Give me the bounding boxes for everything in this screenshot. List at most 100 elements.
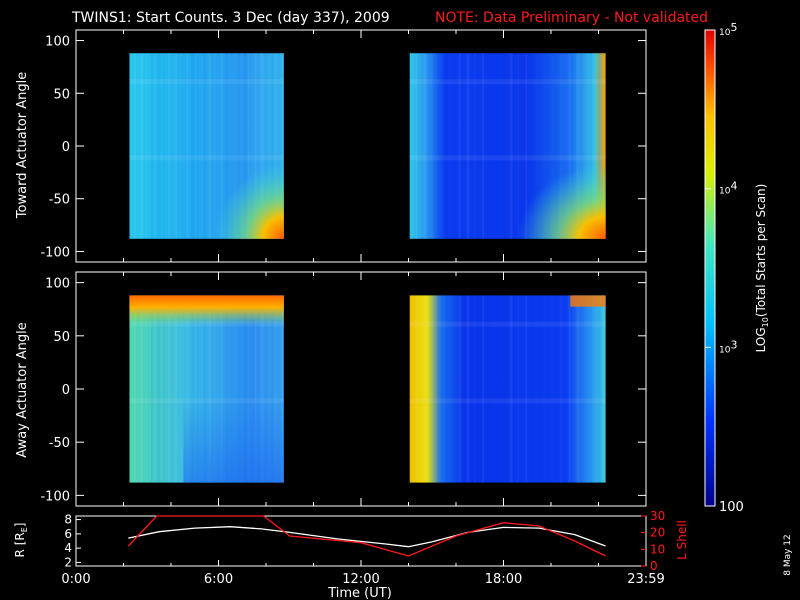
heatmap-streak [129,295,131,483]
colorbar-label: LOG10(Total Starts per Scan) [754,184,770,353]
heatmap-streak [466,53,470,239]
y-tick-label: 50 [53,87,70,102]
heatmap-streak [191,53,195,239]
heatmap-streak [560,53,562,239]
heatmap-streak [134,53,137,239]
heatmap-streak [260,295,264,483]
heatmap-streak [488,295,492,483]
heatmap-hot-region [129,295,284,326]
orbit-left-tick-label: 8 [64,513,72,527]
heatmap-streak [415,295,418,483]
orbit-right-tick-label: 10 [650,542,665,556]
l-shell-line [127,515,606,557]
heatmap-streak [423,295,427,483]
heatmap-hot-region [517,164,606,239]
heatmap-streak [146,295,148,483]
heatmap-streak [282,53,284,239]
heatmap-block [129,295,284,483]
colorbar-tick-exp: 4 [730,180,737,193]
x-tick-labels: 0:00 6:00 12:00 18:00 23:59 [61,572,664,587]
heatmap-streak [248,295,250,483]
heatmap-streak [576,53,580,239]
orbit-ylabel-left-sub: E [20,527,29,532]
orbit-right-tick-label: 30 [650,509,665,523]
heatmap-streak [582,295,584,483]
colorbar-tick-base: 10 [719,187,731,197]
heatmap-streak [134,295,137,483]
y-tick-label: 0 [62,140,70,155]
y-tick-label: 100 [45,277,70,292]
orbit-right-tick-label: 0 [650,559,658,573]
heatmap-streak [546,295,549,483]
toward-ylabel: Toward Actuator Angle [15,72,30,219]
heatmap-streak [271,295,274,483]
heatmap-streak [197,53,199,239]
colorbar-tick-exp: 3 [730,338,737,351]
heatmap-streak [277,295,281,483]
heatmap-streak [225,295,229,483]
heatmap-streak [452,295,454,483]
heatmap-streak [140,295,144,483]
heatmap-streak [186,53,189,239]
heatmap-streak [231,53,233,239]
colorbar-gradient [704,29,716,507]
away-heatmap-panel: 100 50 0 -50 -100 [40,271,647,507]
heatmap-streak [237,295,240,483]
colorbar-tick-base: 10 [719,28,731,38]
r-distance-line [128,526,606,548]
heatmap-streak [603,53,605,239]
heatmap-streak [243,53,247,239]
colorbar-label-main: LOG [754,327,768,352]
heatmap-streak [597,53,601,239]
y-tick-label: 0 [62,383,70,398]
orbit-ylabel-left-main: R [R [13,532,27,557]
y-tick-label: -100 [40,489,70,504]
heatmap-streak [503,53,506,239]
heatmap-streak [248,53,250,239]
heatmap-streak [409,53,411,239]
x-tick-label: 23:59 [627,572,664,587]
heatmap-streak [208,295,212,483]
heatmap-band [129,155,284,161]
heatmap-streak [214,53,216,239]
x-tick-label: 12:00 [342,572,379,587]
heatmap-streak [146,53,148,239]
heatmap-streak [231,295,233,483]
heatmap-streak [415,53,418,239]
heatmap-block [409,53,606,239]
heatmap-streak [254,53,257,239]
heatmap-streak [151,295,154,483]
heatmap-streak [157,53,161,239]
heatmap-streak [482,53,485,239]
heatmap-band [129,79,284,85]
heatmap-streak [546,53,549,239]
heatmap-streak [265,53,267,239]
heatmap-streak [174,295,178,483]
away-ylabel: Away Actuator Angle [15,322,30,457]
heatmap-streak [180,295,182,483]
heatmap-streak [525,295,528,483]
heatmap-block [409,295,606,483]
heatmap-streak [437,53,440,239]
heatmap-band [409,321,606,327]
heatmap-streak [444,295,448,483]
orbit-ylabel-left-end: ] [13,523,27,528]
heatmap-streak [582,53,584,239]
heatmap-streak [271,53,274,239]
y-tick-label: 50 [53,330,70,345]
heatmap-streak [482,295,485,483]
heatmap-streak [437,295,440,483]
heatmap-streak [208,53,212,239]
heatmap-streak [225,53,229,239]
heatmap-streak [197,295,199,483]
colorbar-tick-label: 103 [719,338,737,355]
heatmap-streak [568,53,571,239]
heatmap-streak [237,53,240,239]
heatmap-streak [503,295,506,483]
heatmap-band [409,79,606,85]
colorbar-tick-base: 10 [719,345,731,355]
orbit-left-tick-label: 4 [64,541,72,555]
heatmap-streak [560,295,562,483]
heatmap-streak [509,295,513,483]
